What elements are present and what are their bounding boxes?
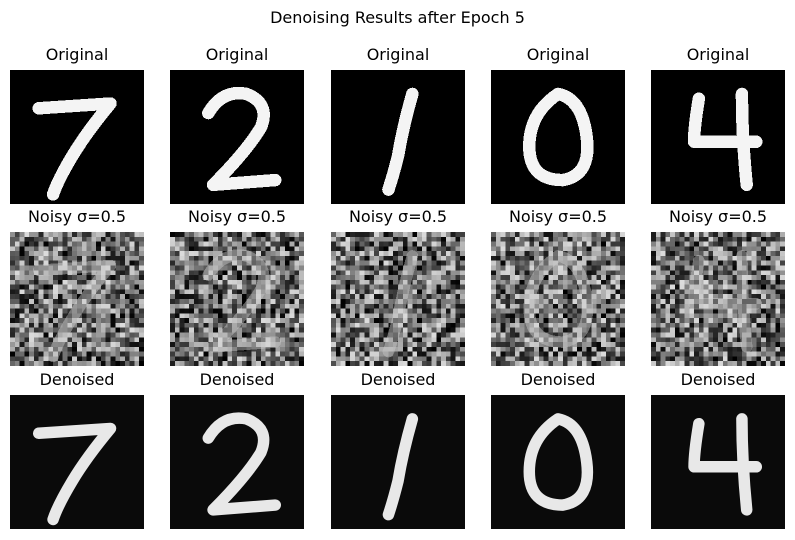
panel-title: Denoised [39,370,115,389]
panel-0-3: Original [491,45,625,204]
panel-2-3: Denoised [491,370,625,529]
panel-title: Original [205,45,269,64]
panel-title: Noisy σ=0.5 [668,207,768,226]
panel-title: Noisy σ=0.5 [27,207,127,226]
panel-0-4: Original [651,45,785,204]
digit-image [651,232,785,366]
digit-image [491,70,625,204]
digit-image [331,232,465,366]
panel-title: Denoised [520,370,596,389]
digit-image [331,395,465,529]
panel-title: Denoised [199,370,275,389]
digit-image [491,395,625,529]
panel-title: Original [686,45,750,64]
panel-1-3: Noisy σ=0.5 [491,207,625,366]
panel-1-0: Noisy σ=0.5 [10,207,144,366]
panel-title: Original [45,45,109,64]
panel-0-0: Original [10,45,144,204]
digit-image [170,70,304,204]
digit-image [10,70,144,204]
panel-title: Original [526,45,590,64]
panel-title: Denoised [680,370,756,389]
digit-image [491,232,625,366]
digit-image [10,232,144,366]
digit-image [651,395,785,529]
panel-1-4: Noisy σ=0.5 [651,207,785,366]
digit-image [170,232,304,366]
panel-2-2: Denoised [331,370,465,529]
panel-2-0: Denoised [10,370,144,529]
panel-title: Original [366,45,430,64]
digit-image [331,70,465,204]
panel-0-1: Original [170,45,304,204]
panel-1-1: Noisy σ=0.5 [170,207,304,366]
digit-image [170,395,304,529]
panel-0-2: Original [331,45,465,204]
panel-title: Denoised [360,370,436,389]
digit-image [10,395,144,529]
panel-title: Noisy σ=0.5 [508,207,608,226]
panel-1-2: Noisy σ=0.5 [331,207,465,366]
panel-2-4: Denoised [651,370,785,529]
panel-title: Noisy σ=0.5 [187,207,287,226]
panel-title: Noisy σ=0.5 [348,207,448,226]
digit-image [651,70,785,204]
panel-2-1: Denoised [170,370,304,529]
figure-title: Denoising Results after Epoch 5 [270,8,525,27]
